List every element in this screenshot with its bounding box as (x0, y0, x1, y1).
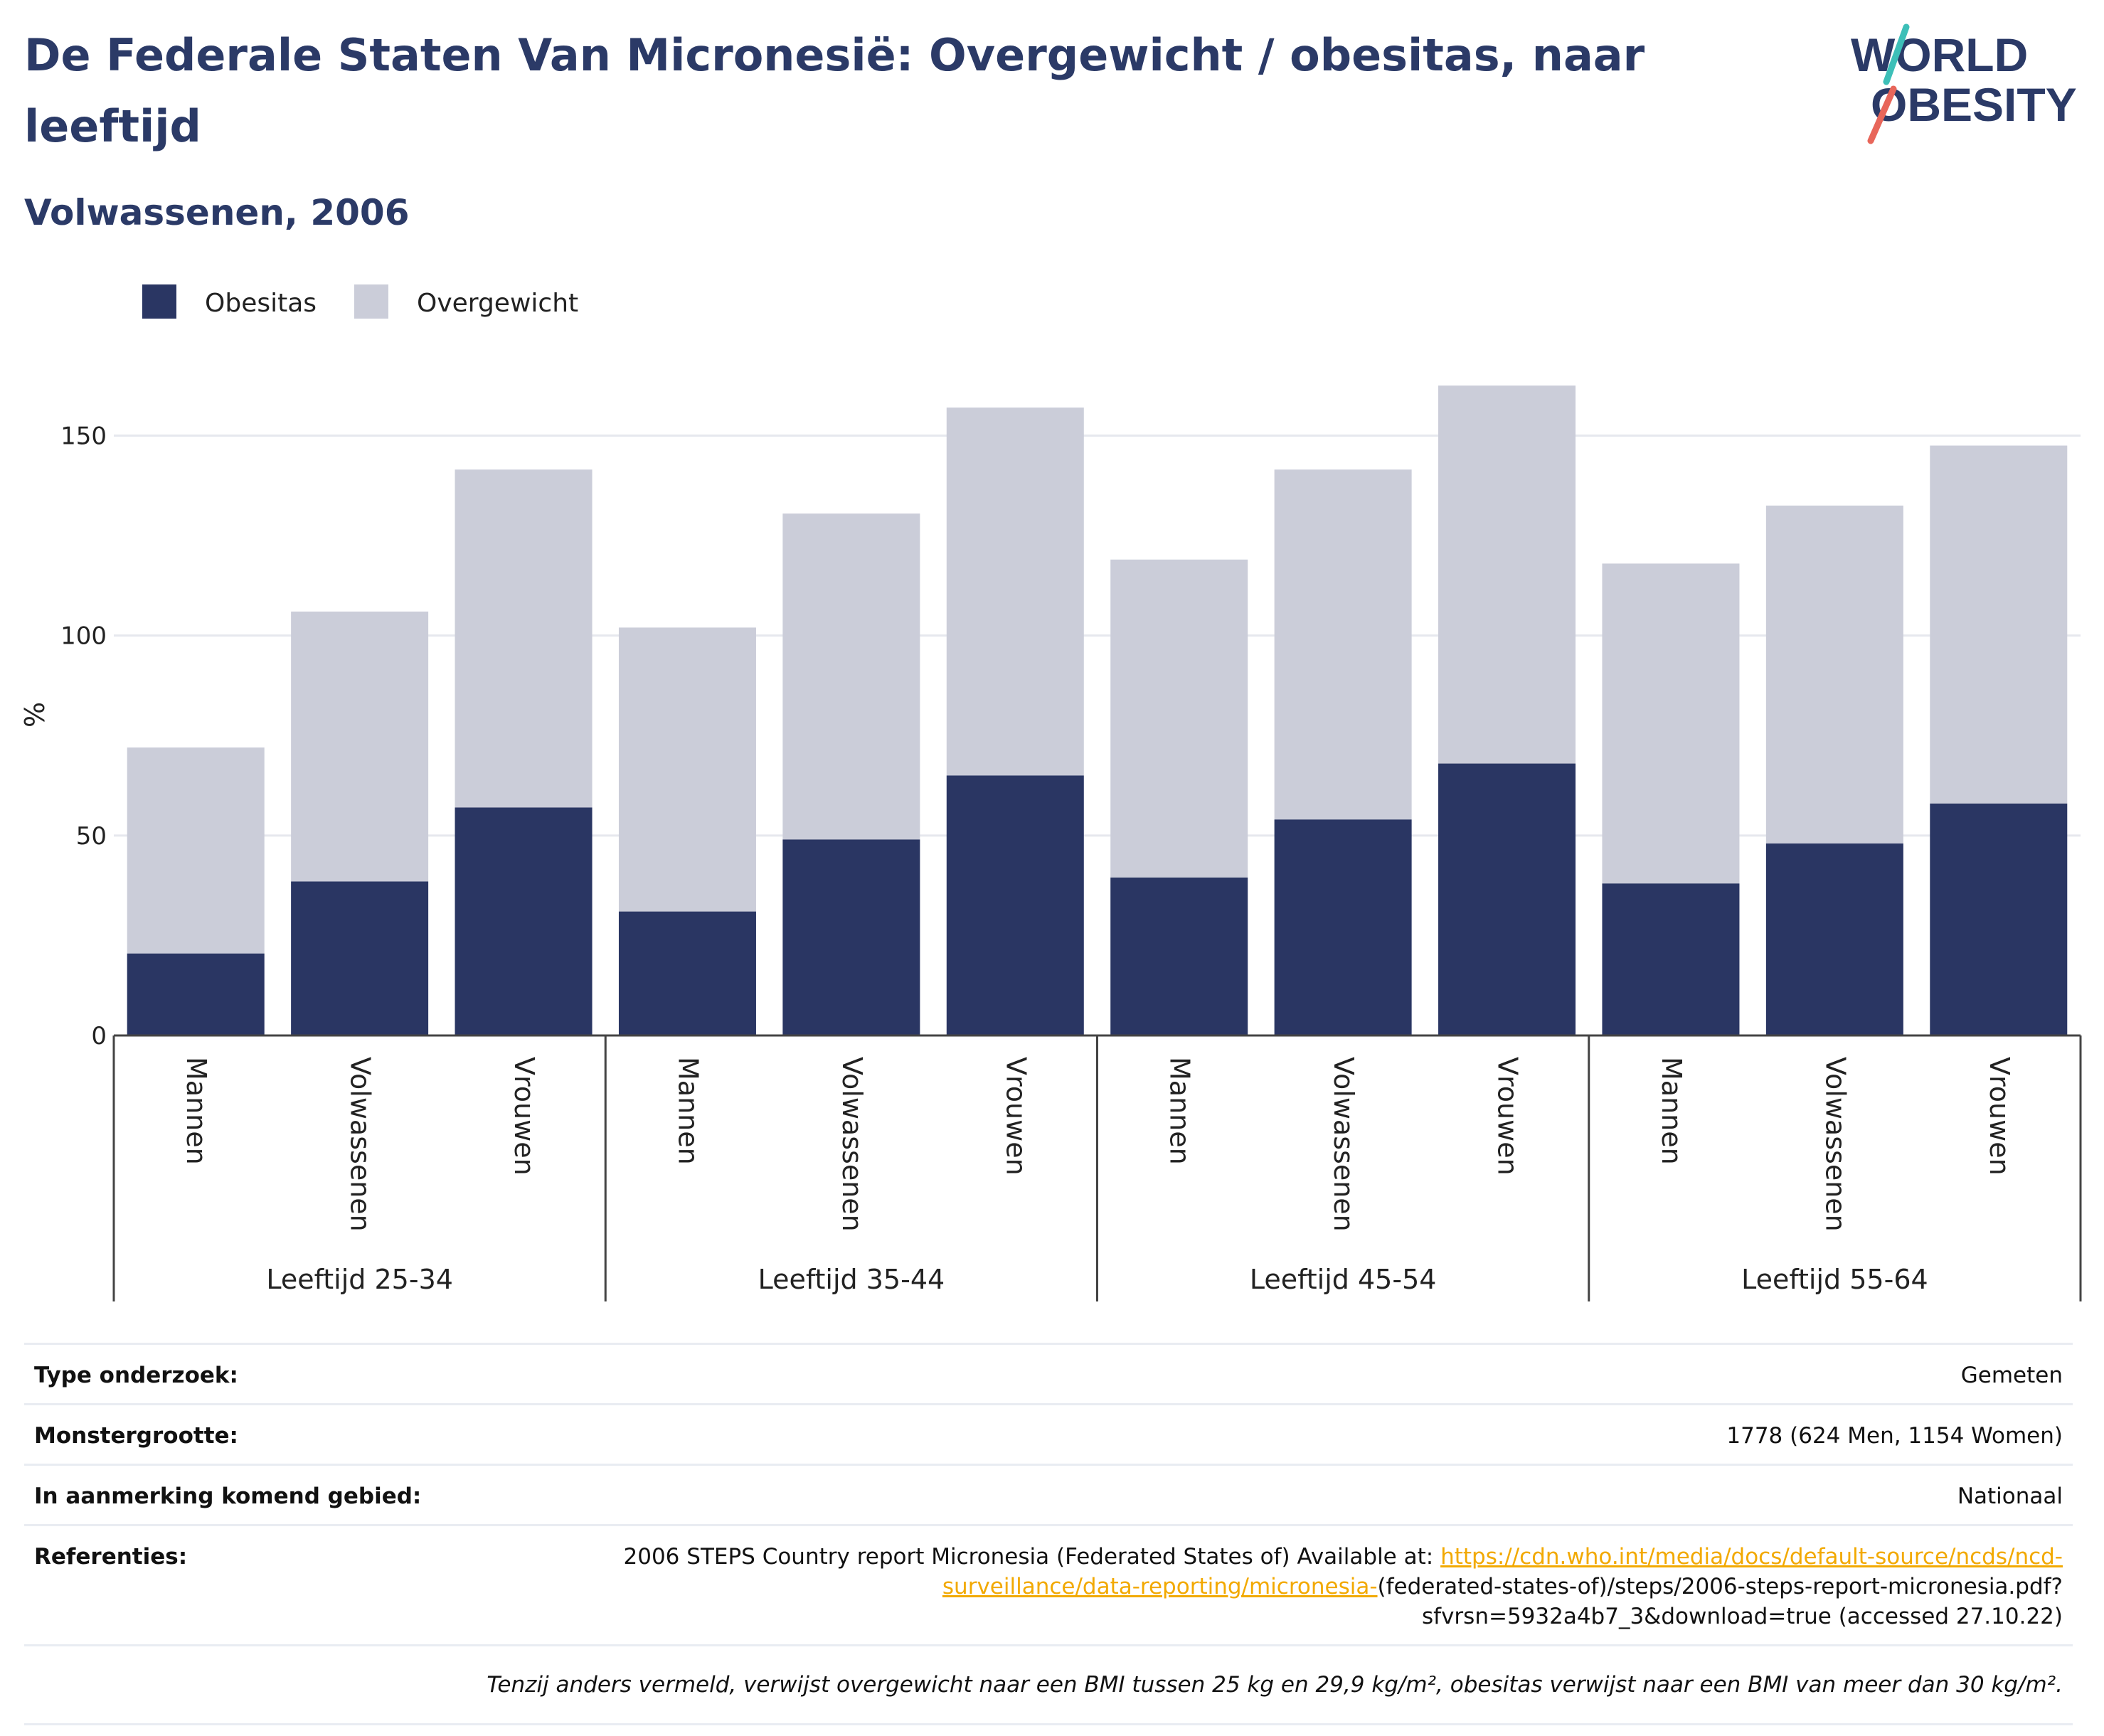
references-row: Referenties: 2006 STEPS Country report M… (24, 1524, 2073, 1644)
y-tick-label: 50 (76, 822, 107, 851)
bar-overgewicht (1765, 505, 1903, 844)
bar-obesitas (291, 881, 429, 1035)
metadata-row: Type onderzoek: Gemeten (24, 1343, 2073, 1403)
metadata-row: In aanmerking komend gebied: Nationaal (24, 1464, 2073, 1524)
bar-obesitas (1438, 763, 1576, 1035)
legend-swatch-overgewicht (354, 284, 388, 319)
stacked-bar-chart: 0 50 100 150 Mannen Volwassenen Vrouwen Leeftij… (19, 284, 2082, 1301)
y-tick-label: 100 (60, 622, 107, 651)
bar-overgewicht (782, 513, 920, 840)
logo-slash-teal (1883, 23, 1910, 85)
bar-obesitas (1602, 883, 1740, 1035)
bar-obesitas (1110, 877, 1248, 1035)
chart-subtitle: Volwassenen, 2006 (24, 192, 410, 233)
bar-obesitas (782, 839, 920, 1035)
x-group-label: Leeftijd 35-44 (758, 1264, 945, 1295)
bar-overgewicht (127, 747, 265, 954)
x-category-label: Vrouwen (509, 1057, 540, 1176)
bar-overgewicht (455, 469, 593, 808)
metadata-value: Nationaal (1957, 1484, 2063, 1509)
bar-overgewicht (1930, 445, 2068, 804)
bar-obesitas (1274, 819, 1412, 1035)
x-category-label: Mannen (1164, 1057, 1196, 1165)
y-tick-label: 150 (60, 422, 107, 450)
x-category-label: Mannen (181, 1057, 212, 1165)
bar-obesitas (455, 807, 593, 1035)
chart-title: De Federale Staten Van Micronesië: Overg… (24, 29, 1645, 152)
reference-link[interactable]: https://cdn.who.int/media/docs/default-s… (942, 1544, 2063, 1599)
x-category-label: Volwassenen (1819, 1057, 1851, 1232)
bar-obesitas (1930, 803, 2068, 1035)
bar-overgewicht (946, 408, 1084, 776)
references-label: Referenties: (34, 1544, 188, 1570)
bar-overgewicht (1274, 469, 1412, 820)
metadata-table: Type onderzoek: Gemeten Monstergrootte: 177… (24, 1343, 2073, 1725)
metadata-label: Type onderzoek: (34, 1363, 238, 1388)
definition-note: Tenzij anders vermeld, verwijst overgewi… (24, 1644, 2073, 1725)
bar-obesitas (1765, 843, 1903, 1035)
world-obesity-logo: WORLD OBESITY (1851, 23, 2077, 144)
x-group-label: Leeftijd 45-54 (1250, 1264, 1437, 1295)
metadata-label: In aanmerking komend gebied: (34, 1484, 422, 1509)
bar-overgewicht (1110, 559, 1248, 878)
bar-overgewicht (1438, 385, 1576, 764)
x-category-label: Mannen (672, 1057, 703, 1165)
metadata-label: Monstergrootte: (34, 1423, 238, 1449)
bar-overgewicht (618, 627, 756, 912)
bars (127, 385, 2068, 1035)
y-axis-label: % (19, 702, 51, 728)
legend-label-obesitas: Obesitas (205, 289, 317, 318)
x-category-label: Vrouwen (1492, 1057, 1524, 1176)
metadata-value: 1778 (624 Men, 1154 Women) (1726, 1423, 2063, 1449)
reference-text-suffix: (federated-states-of)/steps/2006-steps-r… (1377, 1574, 2063, 1629)
x-category-label: Vrouwen (1000, 1057, 1031, 1176)
x-category-label: Volwassenen (836, 1057, 868, 1232)
x-category-label: Mannen (1656, 1057, 1687, 1165)
logo-line1: WORLD (1851, 28, 2028, 81)
reference-text: 2006 STEPS Country report Micronesia (Fe… (623, 1544, 1441, 1570)
metadata-value: Gemeten (1960, 1363, 2063, 1388)
bar-obesitas (618, 911, 756, 1035)
x-category-label: Volwassenen (345, 1057, 376, 1232)
bar-overgewicht (1602, 563, 1740, 884)
x-group-label: Leeftijd 25-34 (266, 1264, 453, 1295)
legend: Obesitas Overgewicht (142, 284, 578, 319)
legend-swatch-obesitas (142, 284, 176, 319)
bar-obesitas (127, 953, 265, 1035)
axes: 0 50 100 150 Mannen Volwassenen Vrouwen Leeftij… (60, 422, 2082, 1301)
gridlines (114, 434, 2081, 837)
bar-overgewicht (291, 611, 429, 882)
y-tick-label: 0 (91, 1022, 107, 1050)
x-category-label: Vrouwen (1984, 1057, 2015, 1176)
references-value: 2006 STEPS Country report Micronesia (Fe… (533, 1542, 2063, 1631)
logo-line2: OBESITY (1871, 78, 2077, 131)
x-category-label: Volwassenen (1328, 1057, 1359, 1232)
legend-label-overgewicht: Overgewicht (417, 289, 578, 318)
metadata-rows: Type onderzoek: Gemeten Monstergrootte: 177… (24, 1343, 2073, 1524)
bar-obesitas (946, 775, 1084, 1035)
logo-slash-coral (1867, 85, 1897, 144)
x-group-label: Leeftijd 55-64 (1741, 1264, 1928, 1295)
metadata-row: Monstergrootte: 1778 (624 Men, 1154 Women… (24, 1403, 2073, 1464)
